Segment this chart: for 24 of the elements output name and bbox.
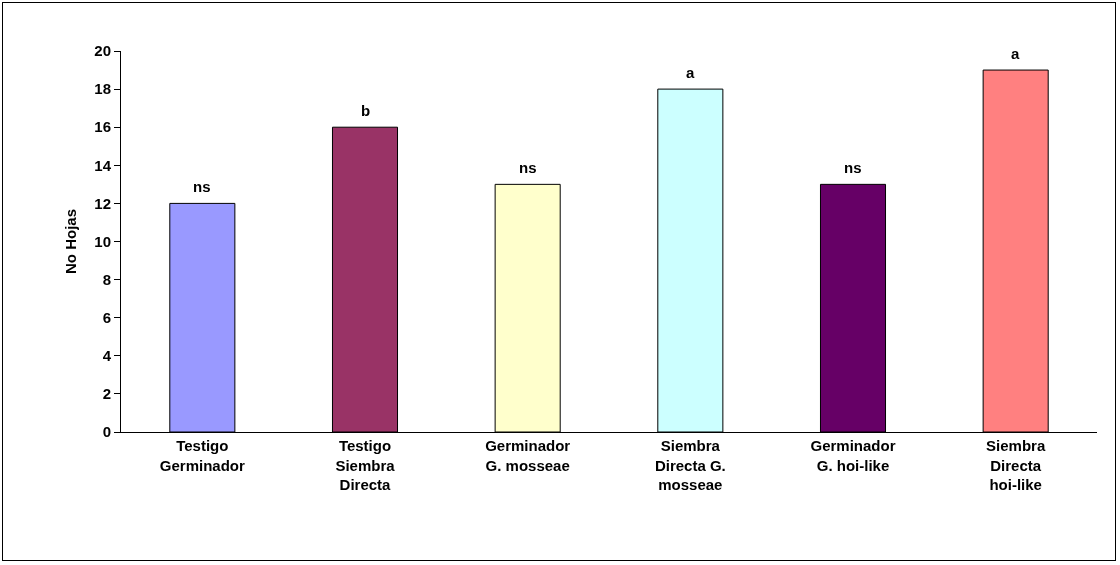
annotation: b (361, 102, 371, 119)
y-tick-label: 12 (94, 194, 111, 212)
x-tick-label: Germinador G. mosseae (485, 437, 571, 474)
y-tick-label: 16 (94, 118, 111, 136)
y-tick-label: 18 (94, 80, 111, 98)
y-tick-label: 4 (102, 347, 112, 365)
y-tick-label: 10 (94, 232, 111, 250)
annotation: ns (193, 178, 211, 195)
y-tick-label: 0 (102, 423, 111, 441)
annotation: ns (519, 159, 537, 176)
x-tick-label: Testigo Siembra Directa (335, 437, 396, 493)
annotation: a (686, 64, 695, 81)
y-tick-label: 14 (94, 156, 112, 174)
y-tick-label: 6 (102, 308, 111, 326)
y-tick-label: 8 (102, 270, 111, 288)
annotation: ns (844, 159, 862, 176)
annotation: a (1011, 45, 1020, 62)
x-tick-label: Siembra Directa hoi-like (986, 437, 1046, 493)
x-tick-label: Siembra Directa G. mosseae (654, 437, 726, 493)
y-tick-label: 20 (94, 42, 111, 60)
y-axis-title: No Hojas (61, 208, 79, 275)
x-tick-label: Testigo Germinador (159, 437, 245, 474)
y-tick-label: 2 (102, 385, 111, 403)
x-tick-label: Germinador G. hoi-like (810, 437, 896, 474)
